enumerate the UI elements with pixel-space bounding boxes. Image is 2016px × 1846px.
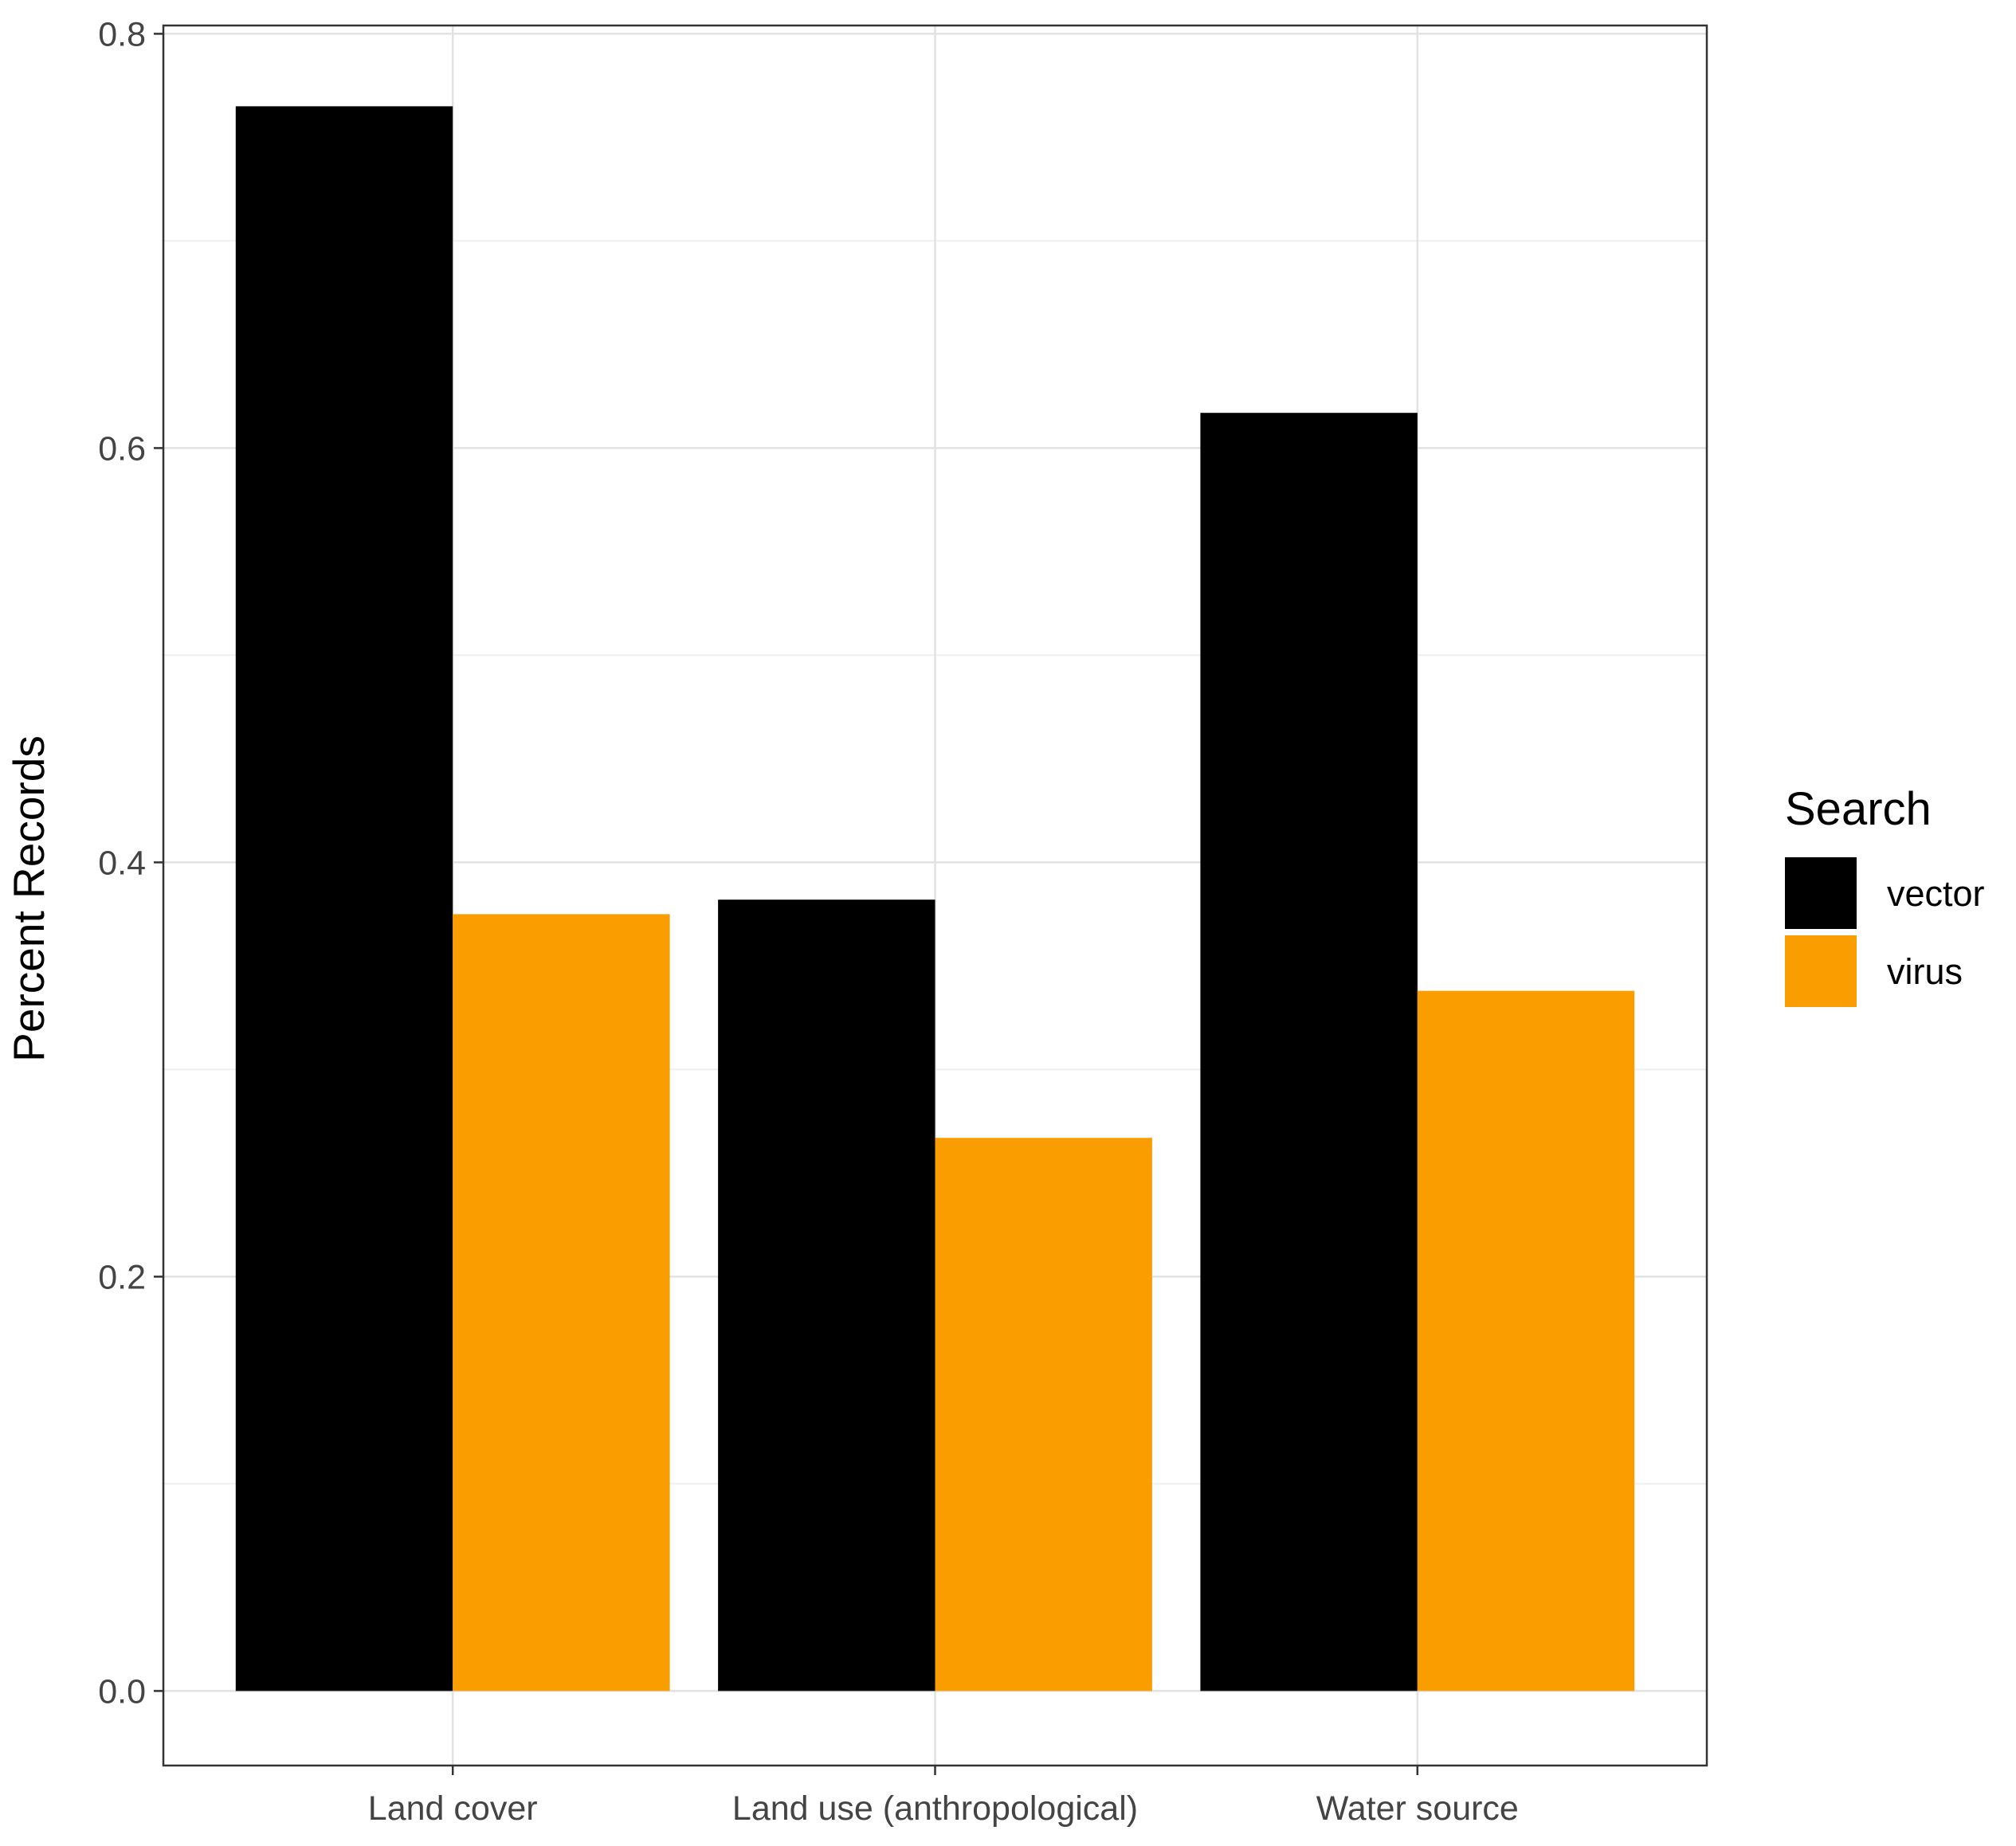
x-tick-label: Land use (anthropological) bbox=[732, 1789, 1138, 1828]
y-tick-label: 0.6 bbox=[98, 429, 146, 468]
bar-virus-1 bbox=[453, 914, 670, 1691]
y-tick-label: 0.8 bbox=[98, 15, 146, 53]
bars bbox=[235, 106, 1635, 1691]
axes: 0.0 0.2 0.4 0.6 0.8 Land cover Land use (anthr… bbox=[98, 15, 1519, 1828]
legend-items: vector virus bbox=[1785, 857, 1985, 1007]
y-tick-label: 0.4 bbox=[98, 844, 146, 882]
legend-key-virus bbox=[1785, 935, 1857, 1007]
y-axis-title: Percent Records bbox=[4, 735, 53, 1062]
bar-vector-3 bbox=[1200, 413, 1418, 1691]
y-tick-label: 0.0 bbox=[98, 1672, 146, 1711]
legend: Search vector virus bbox=[1785, 783, 1985, 1007]
legend-title: Search bbox=[1785, 783, 1932, 835]
x-tick-label: Water source bbox=[1316, 1789, 1519, 1828]
bar-vector-2 bbox=[718, 899, 935, 1691]
legend-label-virus: virus bbox=[1887, 951, 1963, 992]
bar-virus-2 bbox=[935, 1138, 1152, 1691]
bar-vector-1 bbox=[235, 106, 453, 1691]
legend-label-vector: vector bbox=[1887, 873, 1985, 914]
legend-key-vector bbox=[1785, 857, 1857, 929]
bar-virus-3 bbox=[1417, 990, 1635, 1691]
x-tick-label: Land cover bbox=[368, 1789, 538, 1828]
y-tick-label: 0.2 bbox=[98, 1258, 146, 1296]
